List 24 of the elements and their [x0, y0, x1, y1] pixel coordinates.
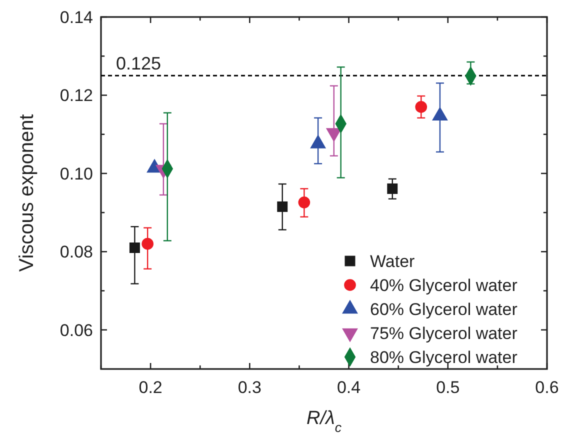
x-tick-label: 0.3	[238, 378, 262, 397]
y-tick-label: 0.06	[60, 320, 93, 340]
x-tick-label: 0.4	[336, 378, 361, 397]
x-axis-title: R/λ$_{c}$	[306, 408, 342, 434]
y-tick-label: 0.08	[60, 242, 93, 262]
point	[415, 101, 428, 113]
ref-line-label: 0.125	[116, 54, 162, 74]
y-tick-label: 0.10	[60, 164, 93, 184]
point	[142, 238, 154, 250]
x-tick-label: 0.6	[535, 378, 559, 397]
x-tick-label: 0.5	[436, 378, 460, 397]
y-tick-label: 0.14	[60, 8, 93, 27]
y-axis-title: Viscous exponent	[16, 114, 38, 272]
legend-label: 40% Glycerol water	[370, 276, 518, 295]
legend-label: 75% Glycerol water	[370, 324, 518, 343]
legend-label: Water	[370, 252, 416, 271]
point	[129, 242, 140, 253]
x-tick-label: 0.2	[138, 378, 162, 397]
point	[387, 183, 398, 194]
point	[277, 201, 288, 212]
y-tick-label: 0.12	[60, 86, 93, 106]
legend-label: 60% Glycerol water	[370, 300, 518, 319]
point	[298, 196, 310, 208]
legend-label: 80% Glycerol water	[370, 348, 518, 367]
